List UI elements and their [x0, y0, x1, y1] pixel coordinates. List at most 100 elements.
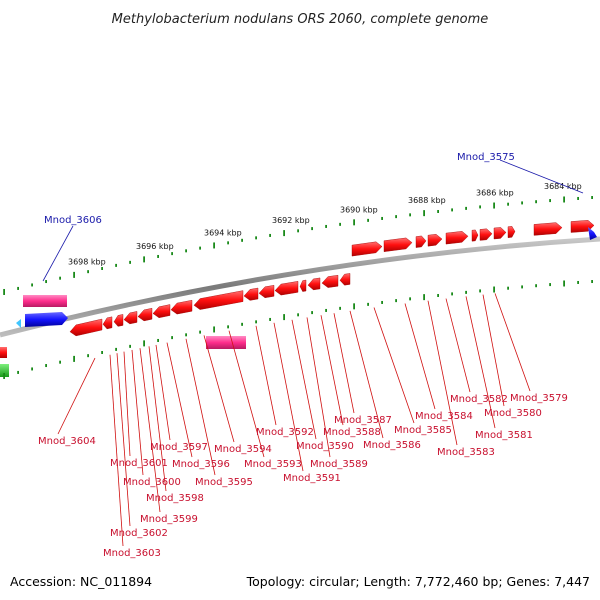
inner-tick	[577, 280, 579, 284]
reverse-gene-9[interactable]	[243, 287, 259, 301]
inner-tick	[59, 360, 61, 364]
gene-label-mnod-3603[interactable]: Mnod_3603	[103, 548, 161, 559]
reverse-gene-1[interactable]	[69, 318, 103, 337]
reverse-gene-14[interactable]	[321, 274, 339, 288]
gene-label-mnod-3601[interactable]: Mnod_3601	[110, 458, 168, 469]
outer-tick	[73, 271, 75, 278]
gene-label-mnod-3580[interactable]: Mnod_3580	[484, 408, 542, 419]
gene-label-mnod-3584[interactable]: Mnod_3584	[415, 411, 473, 422]
leader-line	[494, 293, 531, 392]
reverse-gene-11[interactable]	[274, 281, 299, 296]
inner-tick	[381, 300, 383, 304]
forward-gene-9[interactable]	[507, 226, 516, 238]
reverse-gene-6[interactable]	[152, 304, 171, 319]
forward-gene-7[interactable]	[479, 228, 493, 241]
outer-tick	[101, 266, 103, 270]
leader-line	[255, 325, 277, 426]
gene-label-mnod-3582[interactable]: Mnod_3582	[450, 394, 508, 405]
gene-label-mnod-3604[interactable]: Mnod_3604	[38, 436, 96, 447]
blue-feature-right[interactable]	[588, 227, 597, 240]
reverse-gene-8[interactable]	[193, 290, 244, 310]
scale-label: 3686 kbp	[476, 188, 514, 197]
gene-label-mnod-3592[interactable]: Mnod_3592	[256, 427, 314, 438]
outer-tick	[437, 209, 439, 213]
forward-gene-10[interactable]	[533, 222, 563, 236]
gene-label-mnod-3579[interactable]: Mnod_3579	[510, 393, 568, 404]
gene-label-mnod-3589[interactable]: Mnod_3589	[310, 459, 368, 470]
genome-backbone	[0, 236, 600, 338]
pink-feature-middle[interactable]	[206, 336, 246, 349]
scale-label: 3692 kbp	[272, 216, 310, 225]
gene-label-mnod-3594[interactable]: Mnod_3594	[214, 444, 272, 455]
gene-label-mnod-3595[interactable]: Mnod_3595	[195, 477, 253, 488]
leader-line	[57, 357, 96, 435]
forward-gene-8[interactable]	[493, 227, 507, 240]
inner-tick	[535, 284, 537, 288]
reverse-gene-3[interactable]	[113, 314, 124, 327]
outer-tick	[213, 242, 215, 249]
gene-label-mnod-3585[interactable]: Mnod_3585	[394, 425, 452, 436]
gene-label-mnod-3596[interactable]: Mnod_3596	[172, 459, 230, 470]
reverse-gene-5[interactable]	[137, 307, 153, 322]
reverse-gene-12[interactable]	[299, 279, 307, 292]
gene-label-mnod-3598[interactable]: Mnod_3598	[146, 493, 204, 504]
outer-tick	[381, 216, 383, 220]
red-feature-left-edge[interactable]	[0, 347, 7, 358]
gene-label-mnod-3583[interactable]: Mnod_3583	[437, 447, 495, 458]
gene-label-mnod-3575[interactable]: Mnod_3575	[457, 152, 515, 163]
reverse-gene-15[interactable]	[339, 273, 351, 286]
outer-tick	[325, 224, 327, 228]
reverse-gene-7[interactable]	[170, 299, 193, 315]
inner-tick	[255, 320, 257, 324]
outer-tick	[451, 208, 453, 212]
outer-tick	[255, 236, 257, 240]
outer-tick	[423, 210, 425, 217]
gene-label-mnod-3590[interactable]: Mnod_3590	[296, 441, 354, 452]
inner-tick	[311, 311, 313, 315]
inner-tick	[73, 355, 75, 362]
inner-tick	[325, 308, 327, 312]
gene-label-mnod-3586[interactable]: Mnod_3586	[363, 440, 421, 451]
cyan-feature-left[interactable]	[16, 319, 21, 328]
outer-tick	[563, 196, 565, 203]
outer-tick	[227, 241, 229, 245]
forward-gene-1[interactable]	[351, 241, 383, 257]
pink-feature-left[interactable]	[23, 295, 67, 307]
inner-tick	[493, 286, 495, 293]
blue-feature-left[interactable]	[25, 312, 68, 327]
gene-label-mnod-3581[interactable]: Mnod_3581	[475, 430, 533, 441]
gene-label-mnod-3593[interactable]: Mnod_3593	[244, 459, 302, 470]
scale-ticks-inner	[3, 280, 593, 379]
outer-tick	[283, 230, 285, 237]
outer-tick	[171, 252, 173, 256]
gene-label-mnod-3597[interactable]: Mnod_3597	[150, 442, 208, 453]
gene-label-mnod-3588[interactable]: Mnod_3588	[323, 427, 381, 438]
outer-tick	[297, 229, 299, 233]
forward-gene-6[interactable]	[471, 229, 479, 242]
reverse-gene-10[interactable]	[258, 285, 275, 299]
forward-gene-4[interactable]	[427, 233, 443, 247]
reverse-gene-2[interactable]	[102, 316, 113, 330]
gene-label-mnod-3587[interactable]: Mnod_3587	[334, 415, 392, 426]
green-feature-left-edge[interactable]	[0, 364, 9, 377]
gene-label-mnod-3599[interactable]: Mnod_3599	[140, 514, 198, 525]
outer-tick	[521, 201, 523, 205]
gene-label-mnod-3606[interactable]: Mnod_3606	[44, 215, 102, 226]
leader-line	[404, 303, 436, 410]
forward-gene-11[interactable]	[570, 220, 595, 233]
inner-tick	[227, 325, 229, 329]
forward-gene-2[interactable]	[383, 237, 413, 252]
gene-label-mnod-3591[interactable]: Mnod_3591	[283, 473, 341, 484]
reverse-gene-13[interactable]	[307, 277, 321, 291]
outer-tick	[129, 260, 131, 264]
gene-label-mnod-3602[interactable]: Mnod_3602	[110, 528, 168, 539]
leader-line	[465, 296, 496, 429]
inner-tick	[269, 317, 271, 321]
reverse-gene-4[interactable]	[123, 311, 138, 325]
forward-gene-3[interactable]	[415, 235, 427, 248]
forward-gene-5[interactable]	[445, 231, 469, 245]
outer-tick	[353, 219, 355, 226]
inner-tick	[3, 372, 5, 379]
leader-line	[320, 315, 344, 426]
gene-label-mnod-3600[interactable]: Mnod_3600	[123, 477, 181, 488]
